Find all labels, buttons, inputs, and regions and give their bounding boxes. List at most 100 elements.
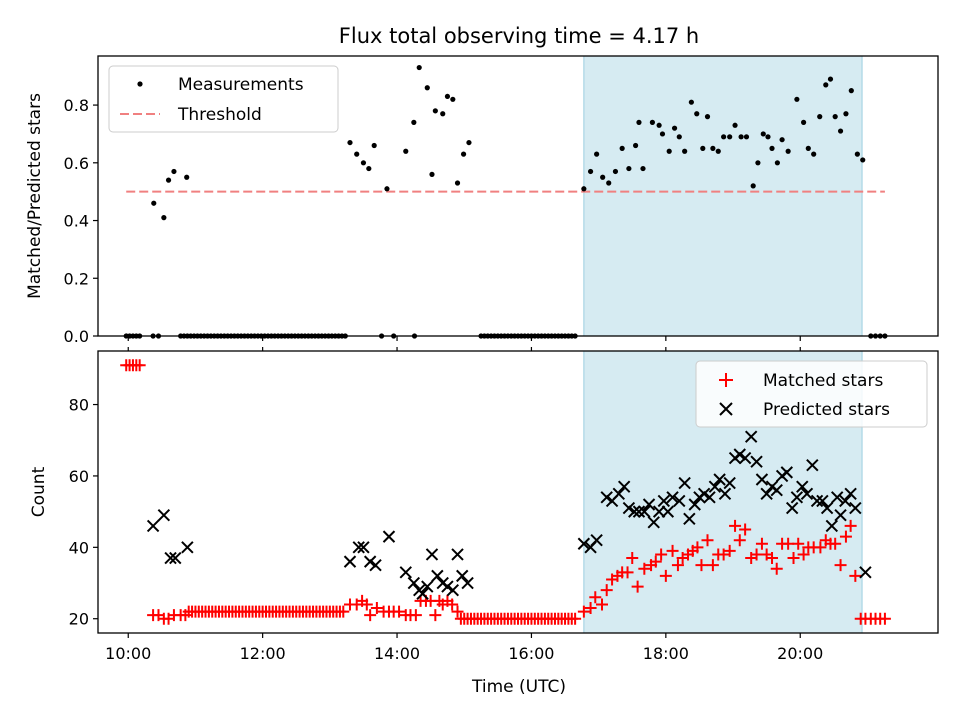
predicted-star-point [673, 494, 686, 508]
bottom-y-tick-label: 60 [69, 467, 89, 486]
matched-star-point [621, 566, 634, 579]
measurement-point [384, 186, 390, 192]
measurement-point [411, 119, 417, 125]
matched-star-point [649, 555, 662, 568]
predicted-star-point [352, 541, 365, 554]
matched-star-point [429, 609, 442, 622]
bottom-x-tick-label: 14:00 [374, 644, 420, 663]
predicted-star-point [146, 519, 160, 533]
measurement-point [151, 200, 157, 206]
measurement-point [727, 134, 733, 140]
measurement-point [450, 96, 456, 102]
legend-measurements-marker [137, 81, 143, 87]
measurement-point [360, 160, 367, 166]
predicted-star-point [800, 487, 814, 500]
measurement-point [794, 96, 800, 102]
matched-star-point [770, 562, 783, 575]
bottom-x-tick-label: 16:00 [508, 644, 554, 663]
measurement-point [594, 151, 600, 157]
matched-star-point [755, 537, 768, 550]
predicted-star-point [713, 473, 726, 486]
top-y-tick-label: 0.2 [64, 269, 89, 288]
bottom-legend: Matched stars Predicted stars [695, 360, 928, 428]
measurement-point [612, 168, 619, 175]
predicted-star-point [744, 430, 758, 443]
measurement-point [710, 145, 716, 151]
measurement-point [694, 111, 700, 117]
predicted-star-point [632, 505, 646, 518]
matched-star-point [695, 559, 708, 572]
top-y-tick-label: 0.8 [64, 96, 89, 115]
predicted-star-point [181, 541, 194, 554]
matched-star-point [337, 605, 350, 618]
matched-star-point [766, 552, 779, 565]
predicted-star-point [622, 501, 636, 515]
top-panel: 0.00.20.40.60.8 Matched/Predicted stars … [25, 55, 939, 346]
matched-star-point [360, 598, 373, 611]
measurement-point [424, 85, 430, 91]
matched-star-point [797, 548, 810, 561]
predicted-star-point [157, 508, 171, 522]
predicted-star-point [785, 501, 799, 515]
measurement-point [671, 125, 678, 131]
predicted-star-point [683, 512, 696, 525]
measurement-point [659, 131, 666, 137]
matched-star-point [600, 584, 613, 597]
predicted-star-point [666, 491, 679, 504]
legend-predicted-label: Predicted stars [763, 400, 890, 420]
measurement-point [811, 151, 817, 157]
top-shaded-interval [583, 55, 863, 337]
matched-star-point [577, 605, 590, 618]
predicted-star-point [830, 491, 844, 504]
measurement-point [432, 108, 438, 114]
predicted-star-point [617, 480, 631, 493]
measurement-point [649, 119, 656, 125]
matched-star-point [782, 537, 795, 550]
top-y-axis-label: Matched/Predicted stars [25, 93, 45, 299]
matched-star-point [666, 544, 679, 557]
bottom-x-tick-label: 20:00 [777, 644, 823, 663]
matched-star-point [717, 548, 730, 561]
measurement-point [626, 165, 632, 172]
predicted-star-point [657, 494, 671, 508]
predicted-star-point [577, 537, 591, 550]
predicted-star-point [421, 580, 434, 593]
bottom-y-tick-label: 40 [69, 538, 89, 557]
predicted-star-point [708, 480, 722, 493]
matched-star-point [739, 523, 752, 536]
matched-star-point [589, 591, 602, 604]
predicted-star-point [834, 508, 847, 522]
bottom-y-axis-ticks: 20 40 60 80 [69, 396, 98, 629]
matched-star-point [393, 605, 406, 618]
matched-star-point [844, 519, 857, 532]
matched-star-point [569, 612, 582, 625]
matched-star-point [733, 534, 746, 547]
matched-star-point [878, 612, 891, 625]
predicted-star-point [844, 487, 857, 500]
predicted-star-point [859, 566, 872, 579]
matched-star-point [723, 544, 736, 557]
legend-threshold-label: Threshold [177, 105, 262, 125]
predicted-star-point [461, 576, 474, 590]
predicted-star-point [343, 555, 357, 568]
predicted-star-point [718, 487, 732, 500]
measurement-point [444, 93, 451, 100]
measurement-point [743, 134, 750, 140]
bottom-y-tick-label: 20 [69, 610, 89, 629]
bottom-x-tick-label: 18:00 [643, 644, 689, 663]
bottom-y-axis-label: Count [29, 466, 49, 517]
predicted-stars-points [146, 430, 872, 600]
predicted-star-point [416, 587, 429, 600]
measurement-point [636, 119, 642, 125]
predicted-star-point [451, 548, 464, 561]
predicted-star-point [164, 551, 177, 565]
chart-title: Flux total observing time = 4.17 h [339, 24, 699, 48]
predicted-star-point [612, 487, 626, 500]
matched-star-point [839, 530, 852, 543]
predicted-star-point [590, 533, 603, 547]
bottom-x-tick-label: 10:00 [105, 644, 151, 663]
measurement-point [619, 145, 625, 151]
top-y-tick-label: 0.4 [64, 212, 89, 231]
